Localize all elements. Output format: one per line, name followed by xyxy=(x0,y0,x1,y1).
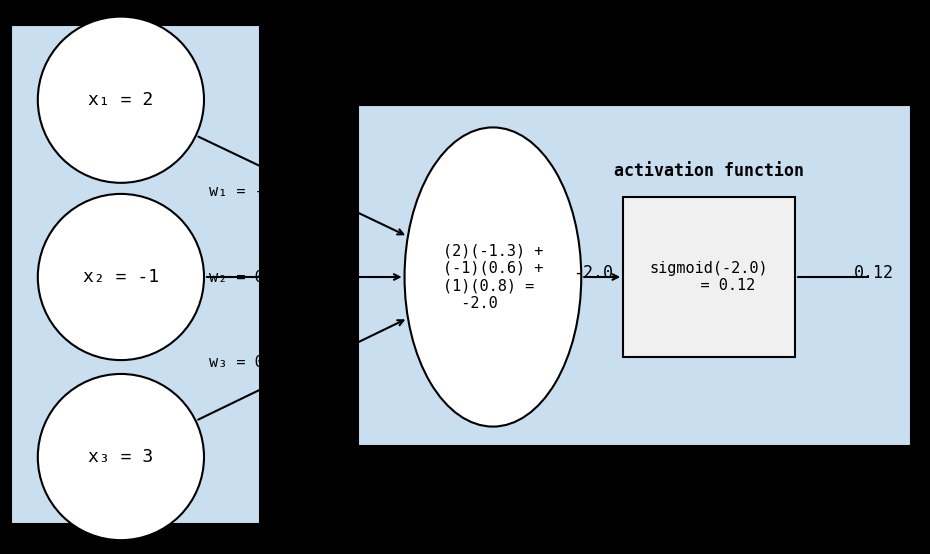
Text: activation function: activation function xyxy=(614,162,804,180)
Text: 0.12: 0.12 xyxy=(854,264,895,281)
Ellipse shape xyxy=(38,374,204,540)
Text: w₁ = -1.3: w₁ = -1.3 xyxy=(209,183,291,199)
Text: sigmoid(-2.0)
    = 0.12: sigmoid(-2.0) = 0.12 xyxy=(650,261,768,293)
Ellipse shape xyxy=(38,194,204,360)
Text: -2.0: -2.0 xyxy=(573,264,614,281)
Text: (2)(-1.3) +
(-1)(0.6) +
(1)(0.8) =
  -2.0: (2)(-1.3) + (-1)(0.6) + (1)(0.8) = -2.0 xyxy=(443,243,543,311)
Text: w₂ = 0.6: w₂ = 0.6 xyxy=(209,269,282,285)
Text: x₃ = 3: x₃ = 3 xyxy=(88,448,153,466)
Bar xyxy=(623,197,795,357)
Text: w₃ = 0.4: w₃ = 0.4 xyxy=(209,355,282,371)
Bar xyxy=(11,25,260,524)
Text: x₂ = -1: x₂ = -1 xyxy=(83,268,159,286)
Ellipse shape xyxy=(405,127,581,427)
Bar xyxy=(358,105,911,446)
Text: x₁ = 2: x₁ = 2 xyxy=(88,91,153,109)
Ellipse shape xyxy=(38,17,204,183)
